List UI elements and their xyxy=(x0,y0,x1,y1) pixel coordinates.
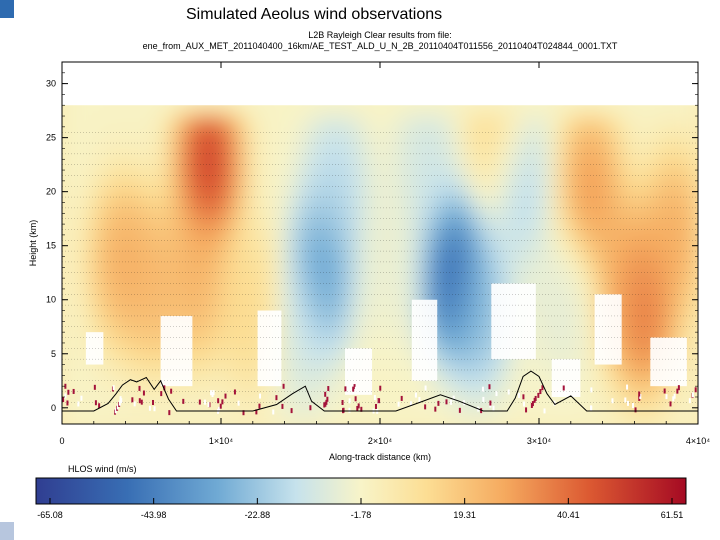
slide-title: Simulated Aeolus wind observations xyxy=(186,6,443,23)
y-tick-label: 5 xyxy=(51,349,56,359)
slide-accent-bar-bottom xyxy=(0,522,14,540)
y-tick-label: 20 xyxy=(46,187,56,197)
x-tick-label: 1×10⁴ xyxy=(209,436,233,446)
y-tick-label: 15 xyxy=(46,241,56,251)
colorbar-tick-label: -1.78 xyxy=(351,510,372,520)
wind-field-cells xyxy=(62,62,698,424)
colorbar-tick-label: -22.88 xyxy=(245,510,271,520)
no-data-top xyxy=(62,62,698,106)
observation-levels xyxy=(62,132,698,416)
x-tick-label: 4×10⁴ xyxy=(686,436,710,446)
plot-title-line-2: ene_from_AUX_MET_2011040400_16km/AE_TEST… xyxy=(142,41,618,51)
y-tick-label: 30 xyxy=(46,79,56,89)
y-axis-label: Height (km) xyxy=(28,220,38,267)
colorbar-tick-label: 19.31 xyxy=(453,510,476,520)
terrain-line xyxy=(62,370,698,412)
terrain-profile xyxy=(62,370,698,412)
x-axis-label: Along-track distance (km) xyxy=(329,452,431,462)
plot-title-line-1: L2B Rayleigh Clear results from file: xyxy=(308,30,452,40)
plot-title: L2B Rayleigh Clear results from file: en… xyxy=(60,30,700,52)
axes: 0 1×10⁴ 2×10⁴ 3×10⁴ 4×10⁴ 0 5 10 15 20 25 30 Along-t… xyxy=(28,62,710,462)
wind-field xyxy=(62,62,698,424)
slide-accent-bar-top xyxy=(0,0,14,18)
colorbar-label: HLOS wind (m/s) xyxy=(68,464,137,474)
x-tick-label: 0 xyxy=(59,436,64,446)
x-tick-label: 3×10⁴ xyxy=(527,436,551,446)
colorbar-tick-label: 61.51 xyxy=(661,510,684,520)
x-tick-label: 2×10⁴ xyxy=(368,436,392,446)
colorbar-tick-label: -43.98 xyxy=(141,510,167,520)
y-tick-label: 0 xyxy=(51,403,56,413)
colorbar-tick-label: 40.41 xyxy=(557,510,580,520)
y-tick-label: 10 xyxy=(46,295,56,305)
colorbar-tick-label: -65.08 xyxy=(37,510,63,520)
y-tick-label: 25 xyxy=(46,133,56,143)
colorbar: HLOS wind (m/s) -65.08 -43.98 -22.88 -1.78 19… xyxy=(35,464,687,520)
